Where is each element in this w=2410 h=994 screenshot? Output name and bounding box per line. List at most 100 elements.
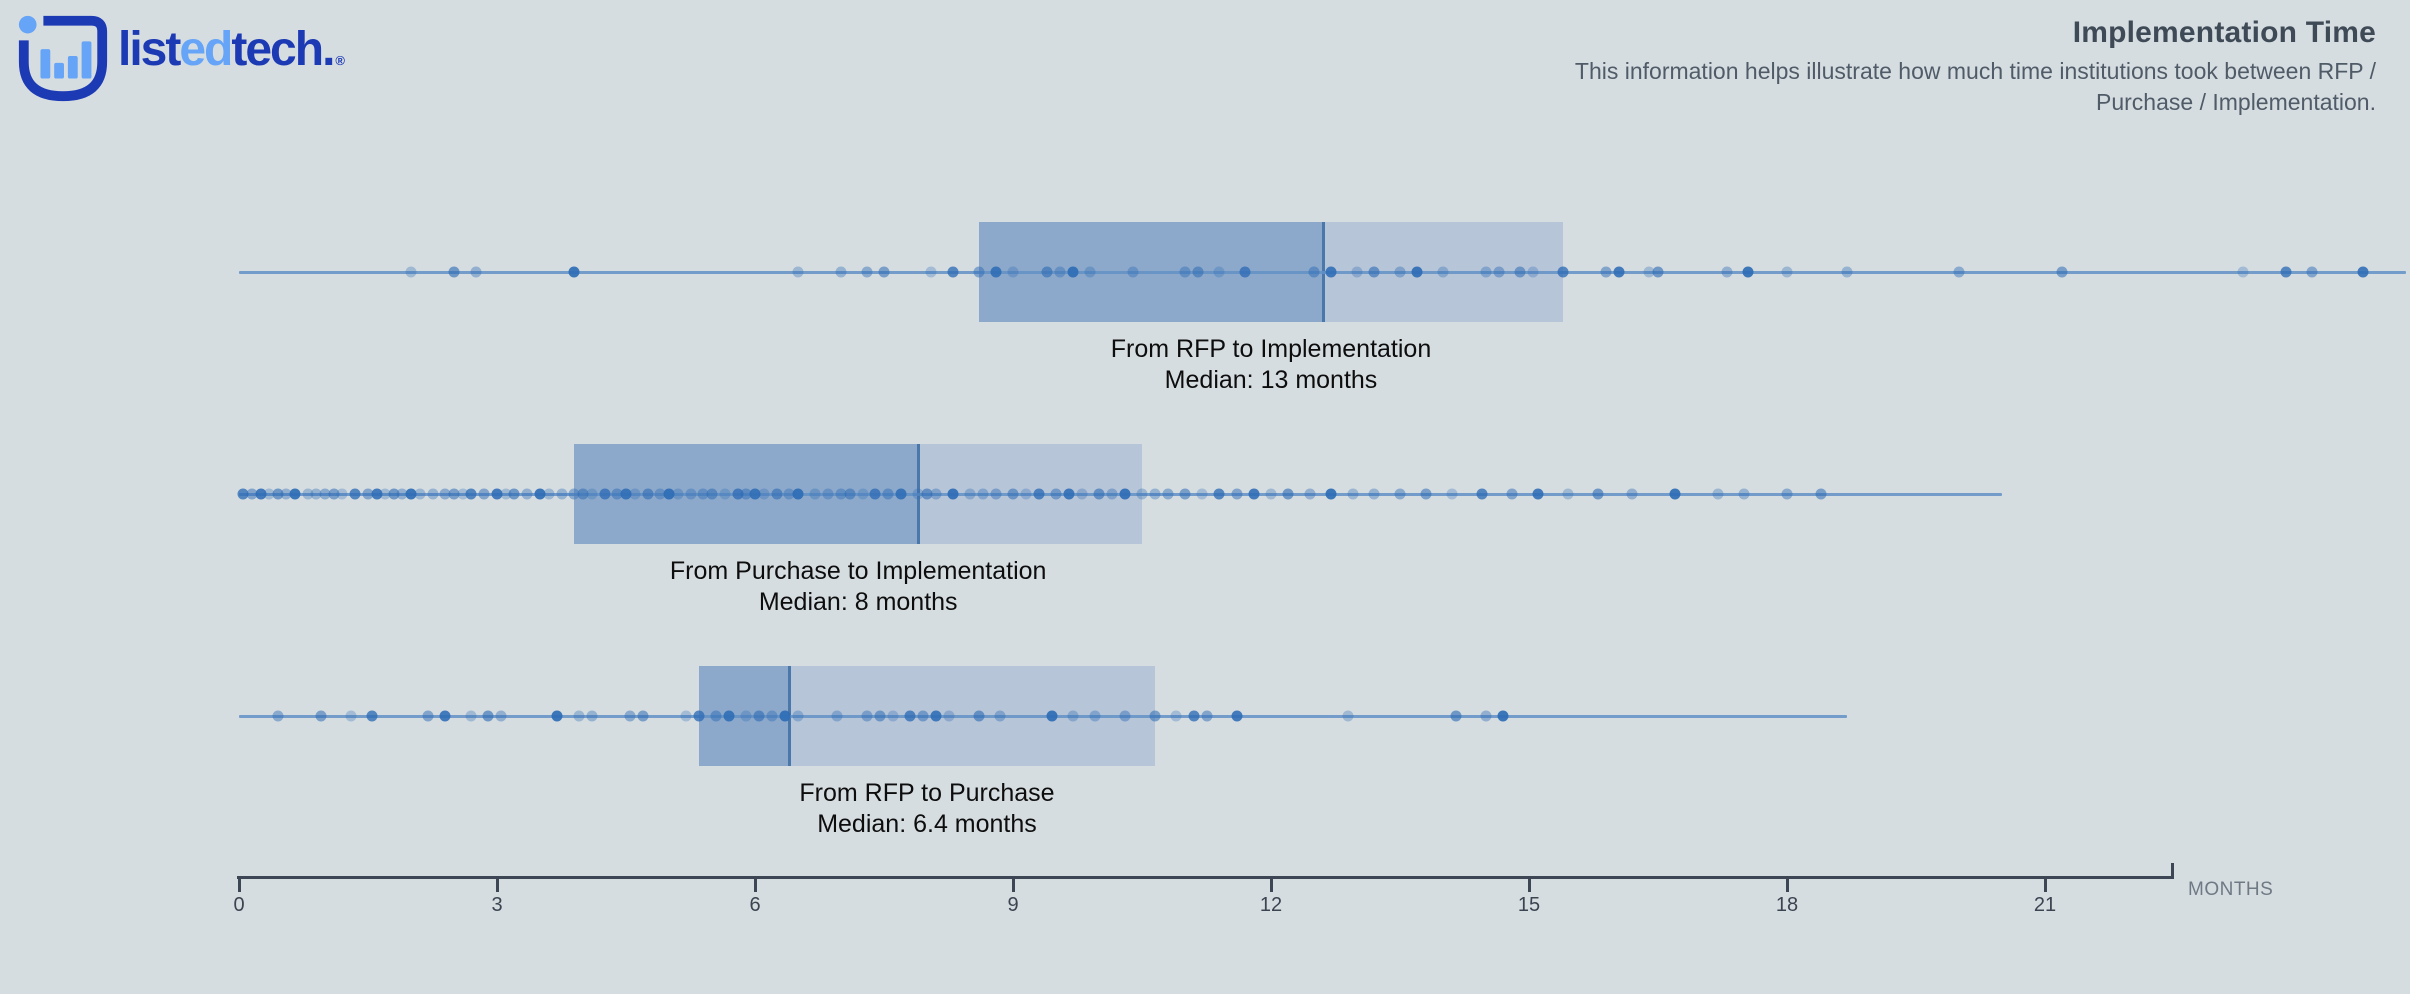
data-point bbox=[568, 266, 580, 278]
data-point bbox=[439, 488, 451, 500]
data-point bbox=[895, 488, 907, 500]
page-subtitle: This information helps illustrate how mu… bbox=[1575, 56, 2376, 118]
data-point bbox=[1781, 266, 1793, 278]
data-point bbox=[427, 488, 438, 500]
data-point bbox=[543, 488, 555, 500]
subtitle-line-1: This information helps illustrate how mu… bbox=[1574, 58, 2376, 84]
data-point bbox=[1527, 266, 1539, 278]
data-point bbox=[1149, 710, 1161, 722]
data-point bbox=[844, 488, 856, 500]
data-point bbox=[1106, 488, 1118, 500]
data-point bbox=[366, 710, 378, 722]
data-point bbox=[1613, 266, 1625, 278]
data-point bbox=[388, 488, 400, 500]
data-point bbox=[521, 488, 533, 500]
data-point bbox=[706, 488, 718, 500]
x-axis-tick-label: 12 bbox=[1259, 894, 1283, 916]
data-point bbox=[371, 488, 383, 500]
data-point bbox=[1084, 266, 1096, 278]
data-point bbox=[732, 488, 744, 500]
data-point bbox=[947, 488, 959, 500]
x-axis-tick-label: 3 bbox=[491, 894, 503, 916]
x-axis-line bbox=[237, 876, 2174, 879]
data-point bbox=[478, 488, 490, 500]
x-axis-tick bbox=[1528, 876, 1531, 892]
data-point bbox=[620, 488, 632, 500]
data-point bbox=[637, 710, 649, 722]
data-point bbox=[882, 488, 894, 500]
data-point bbox=[1089, 710, 1101, 722]
data-point bbox=[1007, 488, 1019, 500]
subtitle-line-2: Purchase / Implementation. bbox=[2096, 89, 2376, 115]
data-point bbox=[1342, 710, 1354, 722]
data-point bbox=[869, 488, 881, 500]
data-point bbox=[887, 710, 899, 722]
data-point bbox=[629, 488, 641, 500]
data-point bbox=[336, 488, 348, 500]
data-point bbox=[1562, 488, 1574, 500]
data-point bbox=[1119, 710, 1131, 722]
x-axis-tick bbox=[1786, 876, 1789, 892]
data-point bbox=[2306, 266, 2318, 278]
data-point bbox=[857, 488, 868, 500]
data-point bbox=[272, 488, 284, 500]
data-point bbox=[917, 710, 929, 722]
data-point bbox=[289, 488, 301, 500]
x-axis-tick bbox=[238, 876, 241, 892]
data-point bbox=[1394, 488, 1406, 500]
data-point bbox=[1067, 710, 1079, 722]
data-point bbox=[448, 488, 460, 500]
data-point bbox=[1304, 488, 1316, 500]
data-point bbox=[792, 710, 804, 722]
data-point bbox=[362, 488, 374, 500]
listedtech-logo: listedtech. ® bbox=[14, 8, 345, 106]
data-point bbox=[685, 488, 696, 500]
series-median-label: Median: 13 months bbox=[1164, 366, 1378, 394]
data-point bbox=[379, 488, 391, 500]
data-point bbox=[964, 488, 976, 500]
data-point bbox=[930, 488, 942, 500]
data-point bbox=[414, 488, 426, 500]
data-point bbox=[599, 488, 610, 500]
data-point bbox=[740, 488, 752, 500]
data-point bbox=[1420, 488, 1432, 500]
data-point bbox=[2056, 266, 2068, 278]
data-point bbox=[491, 488, 503, 500]
series-label: From RFP to Implementation Median: 13 mon… bbox=[1111, 334, 1431, 396]
data-point bbox=[405, 488, 417, 500]
data-point bbox=[1050, 488, 1062, 500]
data-point bbox=[973, 266, 985, 278]
data-point bbox=[973, 710, 985, 722]
logo-text-ed: ed bbox=[179, 23, 233, 76]
series-label: From RFP to Purchase Median: 6.4 months bbox=[799, 778, 1054, 840]
data-point bbox=[1506, 488, 1518, 500]
data-point bbox=[990, 266, 1002, 278]
data-point bbox=[1351, 266, 1363, 278]
data-point bbox=[1669, 488, 1681, 500]
data-point bbox=[2280, 266, 2292, 278]
data-point bbox=[1480, 710, 1492, 722]
data-point bbox=[508, 488, 520, 500]
data-point bbox=[822, 488, 834, 500]
data-point bbox=[1179, 488, 1191, 500]
data-point bbox=[1626, 488, 1638, 500]
data-point bbox=[1265, 488, 1277, 500]
data-point bbox=[1149, 488, 1161, 500]
data-point bbox=[1231, 710, 1243, 722]
data-point bbox=[272, 710, 284, 722]
data-point bbox=[783, 488, 795, 500]
data-point bbox=[1136, 488, 1148, 500]
data-point bbox=[753, 710, 765, 722]
whisker-line bbox=[239, 271, 2407, 274]
data-point bbox=[1325, 266, 1337, 278]
data-point bbox=[861, 266, 873, 278]
data-point bbox=[693, 710, 705, 722]
data-point bbox=[925, 266, 937, 278]
x-axis-tick-label: 6 bbox=[749, 894, 761, 916]
registered-trademark: ® bbox=[335, 53, 345, 68]
data-point bbox=[1738, 488, 1750, 500]
header-title-block: Implementation Time This information hel… bbox=[1575, 16, 2376, 118]
data-point bbox=[315, 710, 327, 722]
data-point bbox=[1063, 488, 1075, 500]
